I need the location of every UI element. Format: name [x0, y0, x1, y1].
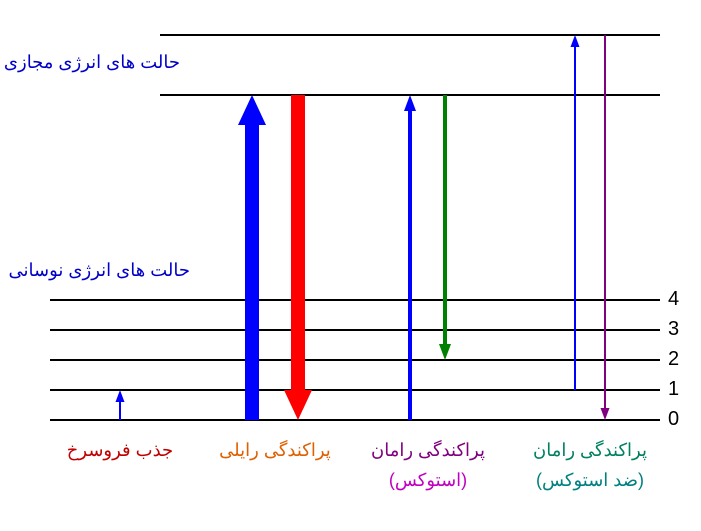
caption-antistokes-1: پراکندگی رامان	[520, 440, 660, 461]
arrow-antistokes-down-head	[601, 408, 610, 420]
arrow-antistokes-up-head	[571, 35, 580, 47]
level-number-3: 3	[668, 318, 679, 341]
arrow-ir-head	[116, 390, 125, 402]
caption-stokes-1: پراکندگی رامان	[358, 440, 498, 461]
virtual-states-label: حالت های انرژی مجازی	[10, 52, 180, 73]
vibrational-states-label: حالت های انرژی نوسانی	[10, 260, 190, 281]
caption-stokes-2: (استوکس)	[358, 470, 498, 491]
arrow-stokes-up-head	[404, 95, 416, 111]
caption-ir: جذب فروسرخ	[60, 440, 180, 461]
arrow-stokes-down-head	[439, 344, 451, 360]
caption-antistokes-2: (ضد استوکس)	[520, 470, 660, 491]
level-number-4: 4	[668, 288, 679, 311]
arrow-rayleigh-down-head	[284, 390, 312, 420]
arrow-rayleigh-up-head	[238, 95, 266, 125]
caption-rayleigh: پراکندگی رایلی	[200, 440, 350, 461]
level-number-1: 1	[668, 378, 679, 401]
level-number-2: 2	[668, 348, 679, 371]
level-number-0: 0	[668, 408, 679, 431]
